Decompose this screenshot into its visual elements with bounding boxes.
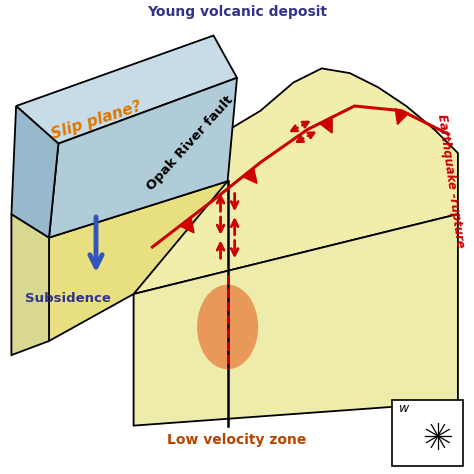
Text: Subsidence: Subsidence: [25, 292, 111, 305]
Text: Opak River fault: Opak River fault: [144, 94, 236, 193]
Polygon shape: [319, 117, 332, 133]
Text: w: w: [399, 401, 410, 414]
Polygon shape: [180, 217, 194, 233]
Polygon shape: [134, 68, 458, 294]
Text: Slip plane?: Slip plane?: [49, 99, 143, 142]
Text: Earthquake -rupture: Earthquake -rupture: [435, 113, 467, 249]
Polygon shape: [11, 106, 58, 237]
Polygon shape: [49, 181, 228, 341]
Polygon shape: [16, 36, 237, 144]
Polygon shape: [134, 214, 458, 426]
Text: Low velocity zone: Low velocity zone: [167, 433, 307, 447]
Text: Young volcanic deposit: Young volcanic deposit: [147, 5, 327, 19]
Ellipse shape: [197, 284, 258, 369]
Polygon shape: [11, 214, 49, 355]
Polygon shape: [49, 78, 237, 237]
Bar: [392, 400, 463, 465]
Polygon shape: [243, 168, 257, 183]
Polygon shape: [395, 109, 409, 124]
